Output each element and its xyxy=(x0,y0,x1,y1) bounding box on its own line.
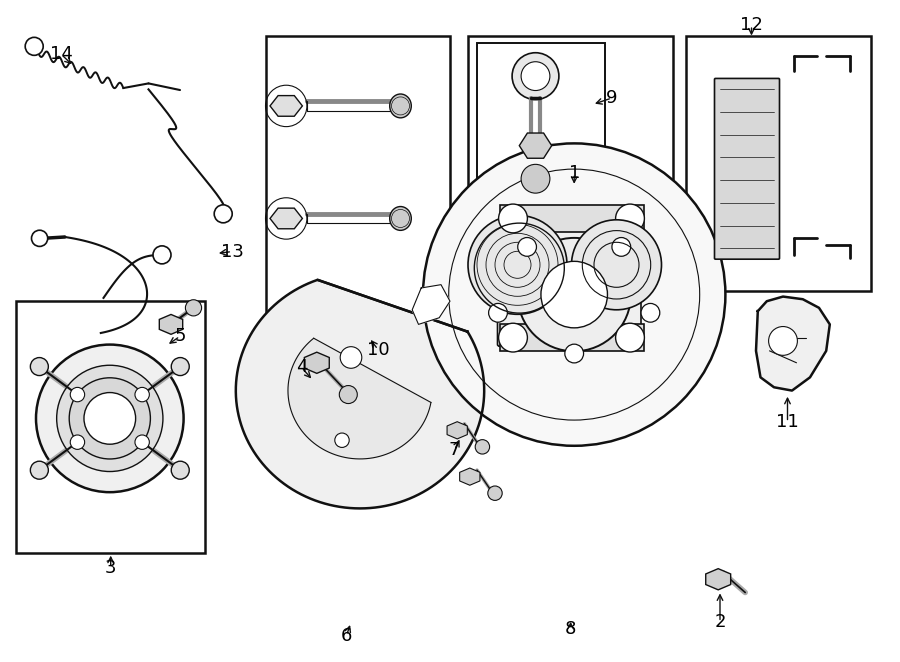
Text: 8: 8 xyxy=(565,620,576,638)
Text: 12: 12 xyxy=(740,16,763,34)
Polygon shape xyxy=(519,133,552,158)
Circle shape xyxy=(214,205,232,223)
Circle shape xyxy=(32,230,48,246)
Circle shape xyxy=(185,300,202,316)
Bar xyxy=(266,36,450,338)
Circle shape xyxy=(541,261,608,328)
Circle shape xyxy=(70,387,85,402)
Text: 5: 5 xyxy=(175,327,185,346)
Circle shape xyxy=(488,486,502,500)
Polygon shape xyxy=(236,280,484,508)
Circle shape xyxy=(340,347,362,368)
Circle shape xyxy=(423,144,725,446)
Circle shape xyxy=(468,215,567,314)
Circle shape xyxy=(36,345,184,492)
Circle shape xyxy=(518,238,536,256)
Circle shape xyxy=(475,440,490,454)
Polygon shape xyxy=(756,297,830,391)
Text: 14: 14 xyxy=(50,45,73,64)
Polygon shape xyxy=(706,569,731,590)
Circle shape xyxy=(641,303,660,322)
Circle shape xyxy=(521,62,550,91)
Circle shape xyxy=(70,435,85,449)
Circle shape xyxy=(518,238,631,352)
Circle shape xyxy=(612,238,631,256)
FancyBboxPatch shape xyxy=(498,230,641,346)
Polygon shape xyxy=(460,468,480,485)
Polygon shape xyxy=(447,422,467,439)
Polygon shape xyxy=(304,352,329,373)
Text: 10: 10 xyxy=(366,340,390,359)
Circle shape xyxy=(153,246,171,264)
Polygon shape xyxy=(412,285,450,324)
Polygon shape xyxy=(270,208,302,229)
Circle shape xyxy=(84,393,136,444)
Ellipse shape xyxy=(390,94,411,118)
Circle shape xyxy=(339,385,357,404)
Bar xyxy=(500,324,644,351)
Circle shape xyxy=(335,433,349,448)
Circle shape xyxy=(69,378,150,459)
Polygon shape xyxy=(159,314,183,334)
Circle shape xyxy=(616,204,644,233)
Bar xyxy=(686,36,871,291)
Bar xyxy=(468,36,673,351)
Circle shape xyxy=(499,204,527,233)
Bar xyxy=(500,205,644,232)
Circle shape xyxy=(135,435,149,449)
Circle shape xyxy=(171,357,189,375)
Circle shape xyxy=(489,303,508,322)
Bar xyxy=(477,43,605,202)
Circle shape xyxy=(572,220,662,310)
Text: 1: 1 xyxy=(569,164,580,183)
Polygon shape xyxy=(270,95,302,117)
Circle shape xyxy=(31,357,49,375)
Circle shape xyxy=(135,387,149,402)
Circle shape xyxy=(57,365,163,471)
Circle shape xyxy=(171,461,189,479)
FancyBboxPatch shape xyxy=(715,78,779,260)
Circle shape xyxy=(499,323,527,352)
Circle shape xyxy=(565,344,583,363)
Circle shape xyxy=(616,323,644,352)
Text: 6: 6 xyxy=(341,626,352,645)
Text: 2: 2 xyxy=(715,613,725,632)
Bar xyxy=(16,301,205,553)
Text: 7: 7 xyxy=(449,441,460,459)
Circle shape xyxy=(25,37,43,56)
Ellipse shape xyxy=(390,207,411,230)
Circle shape xyxy=(512,53,559,99)
Text: 4: 4 xyxy=(296,358,307,377)
Polygon shape xyxy=(288,338,431,459)
Text: 11: 11 xyxy=(776,413,799,432)
Text: 13: 13 xyxy=(220,242,244,261)
Circle shape xyxy=(521,164,550,193)
Circle shape xyxy=(31,461,49,479)
Circle shape xyxy=(769,326,797,355)
Text: 3: 3 xyxy=(105,559,116,577)
Text: 9: 9 xyxy=(607,89,617,107)
